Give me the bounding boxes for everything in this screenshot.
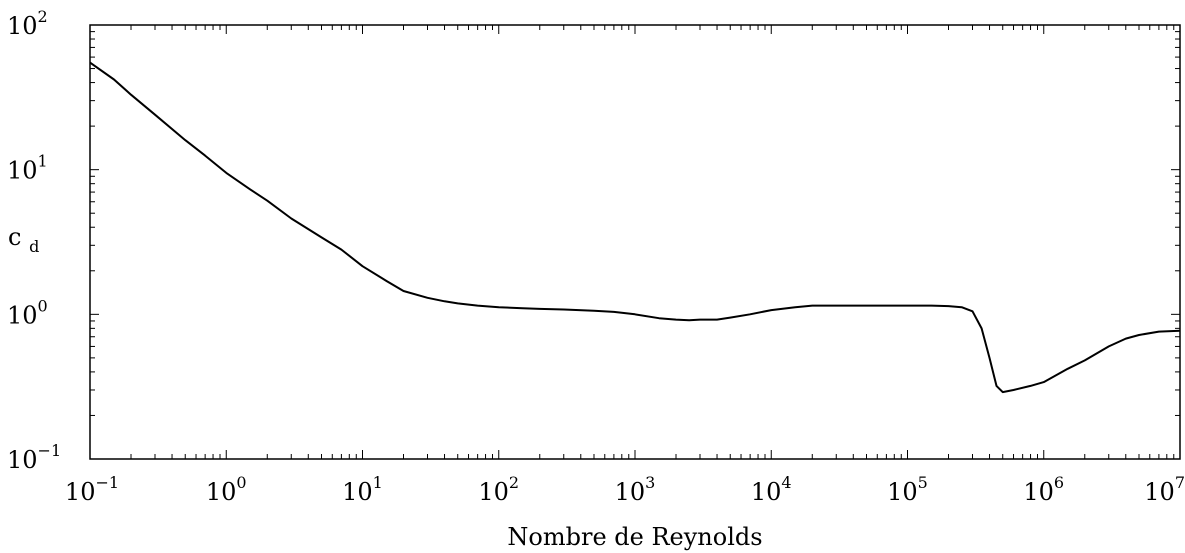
x-tick-label: 105 — [887, 473, 928, 506]
x-tick-label-base: 10 — [887, 478, 918, 506]
x-tick-label-exponent: 2 — [509, 473, 519, 492]
y-tick-label: 102 — [7, 7, 48, 40]
y-tick-label-base: 10 — [7, 446, 38, 474]
x-tick-label: 100 — [206, 473, 247, 506]
y-tick-label-base: 10 — [7, 157, 38, 185]
x-tick-label-exponent: 6 — [1054, 473, 1064, 492]
x-tick-label-base: 10 — [1023, 478, 1054, 506]
y-tick-label-base: 10 — [7, 12, 38, 40]
y-tick-label: 101 — [7, 152, 48, 185]
x-tick-label: 107 — [1144, 473, 1185, 506]
y-axis-title-base: c — [8, 223, 21, 251]
x-tick-label: 103 — [615, 473, 656, 506]
series-layer — [89, 61, 1181, 394]
x-tick-label: 102 — [478, 473, 519, 506]
x-tick-label: 101 — [342, 473, 383, 506]
plot-frame — [89, 24, 1181, 460]
y-axis-title: c d — [8, 223, 39, 256]
x-tick-label: 10−1 — [65, 473, 119, 506]
y-tick-label-base: 10 — [7, 301, 38, 329]
x-tick-label-base: 10 — [206, 478, 237, 506]
x-tick-label-exponent: 0 — [236, 473, 246, 492]
ticks-layer — [89, 24, 1181, 460]
y-tick-label-exponent: 1 — [38, 152, 48, 171]
y-tick-label-exponent: 0 — [38, 296, 48, 315]
x-tick-label-base: 10 — [342, 478, 373, 506]
x-tick-label-base: 10 — [65, 478, 96, 506]
x-tick-label-exponent: −1 — [95, 473, 119, 492]
x-tick-label-exponent: 5 — [918, 473, 928, 492]
y-tick-label: 100 — [7, 296, 48, 329]
y-tick-label-exponent: 2 — [38, 7, 48, 26]
drag-coefficient-line — [89, 61, 1181, 394]
x-tick-label-exponent: 7 — [1175, 473, 1185, 492]
x-tick-label-exponent: 4 — [781, 473, 791, 492]
x-tick-label-base: 10 — [478, 478, 509, 506]
y-axis-title-subscript: d — [29, 237, 39, 256]
x-tick-label-base: 10 — [751, 478, 782, 506]
x-tick-label: 104 — [751, 473, 792, 506]
x-tick-label: 106 — [1023, 473, 1064, 506]
y-tick-label: 10−1 — [7, 441, 61, 474]
x-tick-label-exponent: 1 — [373, 473, 383, 492]
tick-labels-layer: 10−1 100 101 102 103 104 105 106 10710−110010110… — [7, 7, 1185, 506]
x-tick-label-base: 10 — [615, 478, 646, 506]
x-axis-title: Nombre de Reynolds — [507, 523, 762, 551]
x-tick-label-exponent: 3 — [645, 473, 655, 492]
x-tick-label-base: 10 — [1144, 478, 1175, 506]
y-tick-label-exponent: −1 — [38, 441, 62, 460]
